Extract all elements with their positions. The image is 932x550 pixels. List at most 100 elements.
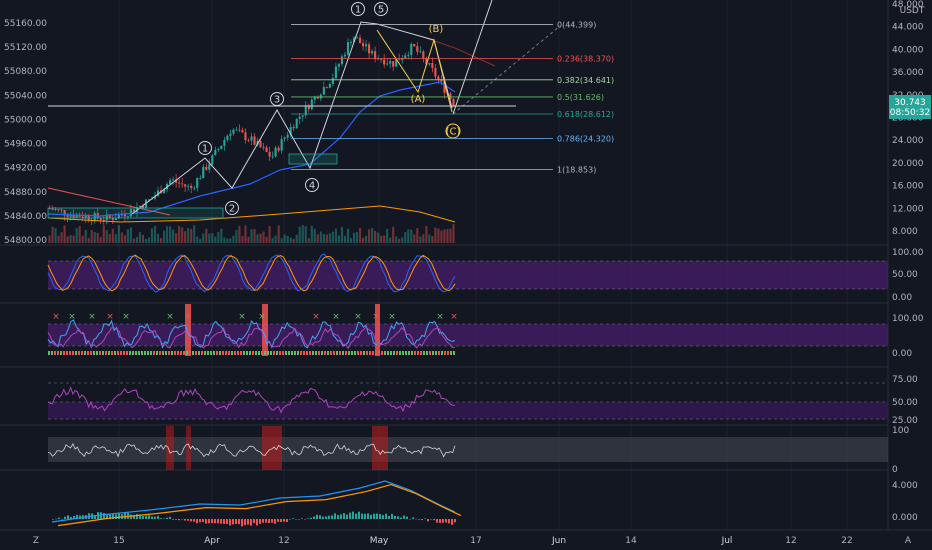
- candle-body: [214, 149, 217, 156]
- time-axis-tick: Apr: [204, 536, 220, 546]
- baseline-bar: [60, 351, 62, 355]
- baseline-bar: [222, 351, 224, 355]
- osc-zone-1: [166, 426, 174, 470]
- volume-bar: [410, 229, 413, 243]
- candle-body: [93, 213, 96, 222]
- volume-bar: [259, 233, 262, 243]
- macd-hist-bar: [292, 518, 294, 519]
- macd-hist-bar: [244, 519, 246, 526]
- candle-body: [452, 98, 455, 106]
- cross-marker: ×: [388, 312, 396, 322]
- baseline-bar: [183, 351, 185, 355]
- candle-body: [220, 145, 223, 150]
- macd-hist-bar: [382, 515, 384, 519]
- baseline-bar: [309, 351, 311, 355]
- baseline-bar: [372, 351, 374, 355]
- candle-body: [401, 58, 404, 61]
- baseline-bar: [54, 351, 56, 355]
- macd-hist-bar: [364, 513, 366, 519]
- baseline-bar: [186, 351, 188, 355]
- macd-hist-bar: [136, 514, 138, 519]
- wave-label-2: 2: [225, 201, 239, 215]
- volume-bar: [144, 238, 148, 243]
- candle-body: [392, 61, 395, 67]
- volume-bar: [295, 234, 298, 243]
- fib-label: 1(18.853): [557, 165, 596, 174]
- macd-hist-bar: [409, 518, 411, 520]
- macd-hist-bar: [367, 513, 369, 519]
- macd-hist-bar: [379, 514, 381, 519]
- osc-zone-4: [372, 426, 388, 470]
- baseline-bar: [84, 351, 86, 355]
- macd-axis: 4.000 0.000: [892, 481, 918, 523]
- time-axis-tick: 15: [113, 536, 124, 546]
- macd-hist-bar: [106, 513, 108, 519]
- macd-hist-bar: [214, 519, 216, 524]
- baseline-bar: [96, 351, 98, 355]
- candle-body: [190, 185, 193, 188]
- wave-label-3: 3: [270, 92, 284, 106]
- baseline-bar: [369, 351, 371, 355]
- right-axis-tick: 36.000: [892, 68, 924, 78]
- time-axis[interactable]: 15 Apr 12 May 17 Jun 14 Jul 12 22: [113, 536, 852, 546]
- volume-bar: [253, 229, 256, 243]
- baseline-bar: [87, 351, 89, 355]
- volume-bar: [262, 231, 265, 243]
- cross-marker: ×: [52, 312, 60, 322]
- volume-bar: [60, 232, 63, 243]
- candle-body: [226, 135, 229, 140]
- candle-body: [307, 105, 310, 110]
- volume-bar: [298, 226, 301, 243]
- baseline-bar: [81, 351, 83, 355]
- volume-bar: [66, 236, 69, 243]
- last-price-tag: [889, 95, 931, 119]
- candle-body: [123, 214, 126, 217]
- macd-hist-bar: [427, 519, 429, 522]
- volume-bar: [84, 229, 87, 243]
- baseline-bar: [354, 351, 356, 355]
- signal-spike: [185, 304, 191, 356]
- auto-scale-button[interactable]: A: [905, 536, 912, 546]
- macd-hist-bar: [313, 516, 315, 519]
- time-axis-tick: 12: [785, 536, 796, 546]
- baseline-bar: [432, 351, 434, 355]
- baseline-bar: [57, 351, 59, 355]
- candle-body: [153, 195, 157, 199]
- candle-body: [361, 43, 365, 47]
- candle-body: [334, 66, 337, 79]
- candle-body: [196, 178, 199, 188]
- baseline-bar: [171, 351, 173, 355]
- candle-body: [138, 205, 142, 208]
- timezone-button[interactable]: Z: [33, 536, 39, 546]
- candle-body: [48, 208, 51, 210]
- macd-histogram: [52, 511, 456, 527]
- svg-text:2: 2: [229, 204, 235, 215]
- baseline-bar: [240, 351, 242, 355]
- volume-bar: [368, 229, 371, 243]
- baseline-bar: [165, 351, 167, 355]
- volume-bar: [343, 235, 347, 243]
- volume-bar: [75, 228, 78, 243]
- baseline-bar: [441, 351, 443, 355]
- baseline-bar: [198, 351, 200, 355]
- candle-body: [63, 210, 66, 216]
- baseline-bar: [159, 351, 161, 355]
- svg-text:1: 1: [355, 5, 361, 16]
- macd-hist-bar: [265, 519, 267, 523]
- baseline-bar: [420, 351, 422, 355]
- volume-bar: [419, 236, 422, 243]
- candle-body: [262, 147, 265, 149]
- elliott-wave-zigzag: [131, 21, 453, 215]
- candle-body: [437, 76, 440, 80]
- macd-hist-bar: [316, 514, 318, 519]
- baseline-bar: [174, 351, 176, 355]
- candle-body: [147, 199, 151, 201]
- candle-body: [268, 151, 271, 157]
- macd-hist-bar: [352, 511, 354, 519]
- macd-hist-bar: [184, 519, 186, 521]
- volume-bar: [208, 233, 211, 243]
- macd-hist-bar: [448, 519, 450, 524]
- candle-body: [223, 139, 226, 146]
- macd-hist-bar: [190, 519, 192, 522]
